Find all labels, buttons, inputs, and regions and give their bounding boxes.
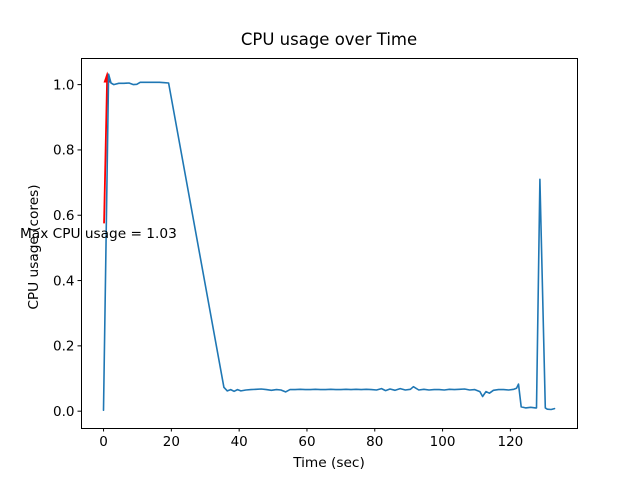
max-cpu-annotation-text: Max CPU usage = 1.03 (20, 226, 177, 242)
max-cpu-arrow-shaft (103, 82, 108, 224)
y-tick-label: 0.0 (53, 404, 74, 420)
x-tick-label: 80 (366, 434, 383, 450)
x-tick-label: 0 (99, 434, 108, 450)
plot-border (81, 58, 578, 429)
y-tick-label: 0.8 (53, 143, 74, 159)
y-tick-label: 0.6 (53, 208, 74, 224)
y-tick-label: 0.4 (53, 273, 74, 289)
x-tick-label: 40 (231, 434, 248, 450)
x-tick-label: 120 (497, 434, 523, 450)
cpu-usage-line (102, 73, 556, 412)
x-tick-label: 20 (163, 434, 180, 450)
chart-title: CPU usage over Time (241, 30, 417, 49)
y-tick-label: 0.2 (53, 339, 74, 355)
y-tick-label: 1.0 (53, 77, 74, 93)
x-tick-label: 60 (298, 434, 315, 450)
x-tick-label: 100 (430, 434, 456, 450)
x-axis-label: Time (sec) (292, 455, 365, 471)
y-axis-label: CPU usage (cores) (26, 184, 42, 309)
